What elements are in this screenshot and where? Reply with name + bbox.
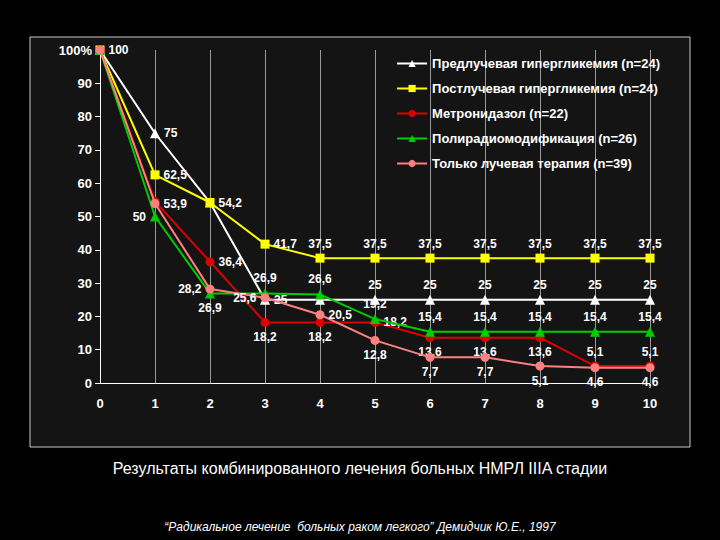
svg-text:“Радикальное лечение больных: “Радикальное лечение больных раком легко…	[164, 520, 557, 534]
svg-text:90: 90	[78, 76, 92, 91]
svg-text:100: 100	[109, 43, 129, 57]
svg-text:62,5: 62,5	[164, 168, 188, 182]
svg-text:2: 2	[206, 396, 213, 411]
svg-text:37,5: 37,5	[308, 237, 332, 251]
svg-text:13,6: 13,6	[473, 345, 497, 360]
svg-text:50: 50	[133, 210, 147, 224]
svg-text:26,9: 26,9	[253, 271, 277, 285]
svg-text:26,6: 26,6	[308, 272, 332, 286]
svg-text:4,6: 4,6	[642, 375, 659, 389]
svg-text:36,4: 36,4	[219, 255, 243, 269]
svg-text:80: 80	[78, 109, 92, 124]
svg-text:3: 3	[261, 396, 268, 411]
svg-text:15,4: 15,4	[638, 310, 662, 324]
svg-text:8: 8	[536, 396, 543, 411]
svg-text:25: 25	[643, 278, 657, 292]
svg-text:15,4: 15,4	[528, 310, 552, 324]
svg-text:5: 5	[371, 396, 378, 411]
svg-text:37,5: 37,5	[528, 237, 552, 251]
svg-text:25: 25	[423, 278, 437, 292]
svg-text:53,9: 53,9	[164, 197, 188, 211]
svg-text:Полирадиомодификация (n=26): Полирадиомодификация (n=26)	[432, 131, 637, 146]
svg-text:4: 4	[316, 396, 324, 411]
svg-text:75: 75	[164, 126, 178, 140]
svg-text:Только лучевая терапия (n=39): Только лучевая терапия (n=39)	[432, 156, 632, 171]
svg-text:37,5: 37,5	[638, 237, 662, 251]
svg-text:18,2: 18,2	[383, 315, 407, 330]
svg-text:10: 10	[78, 342, 92, 357]
svg-text:10: 10	[643, 396, 657, 411]
svg-text:7: 7	[481, 396, 488, 411]
svg-text:15,4: 15,4	[583, 310, 607, 324]
svg-text:19,2: 19,2	[363, 297, 387, 311]
svg-text:25: 25	[588, 278, 602, 292]
svg-text:25: 25	[533, 278, 547, 292]
svg-text:5,1: 5,1	[587, 345, 604, 359]
svg-text:18,2: 18,2	[253, 330, 277, 344]
svg-text:Метронидазол (n=22): Метронидазол (n=22)	[432, 106, 568, 121]
svg-text:15,4: 15,4	[418, 310, 442, 324]
svg-text:25: 25	[478, 278, 492, 292]
svg-text:Результаты комбинированного ле: Результаты комбинированного лечения боль…	[113, 460, 607, 477]
svg-text:15,4: 15,4	[473, 310, 497, 324]
svg-text:12,8: 12,8	[363, 348, 387, 362]
svg-text:25,6: 25,6	[233, 291, 257, 305]
svg-text:37,5: 37,5	[363, 237, 387, 251]
svg-text:6: 6	[426, 396, 433, 411]
svg-text:25: 25	[274, 292, 288, 307]
svg-text:13,6: 13,6	[528, 345, 552, 359]
svg-text:1: 1	[151, 396, 158, 411]
svg-text:54,2: 54,2	[219, 196, 243, 210]
svg-text:25: 25	[368, 278, 382, 292]
svg-text:Постлучевая гипергликемия (n=2: Постлучевая гипергликемия (n=24)	[432, 81, 658, 96]
svg-text:7,7: 7,7	[422, 365, 439, 379]
svg-text:5,1: 5,1	[642, 345, 659, 359]
svg-text:50: 50	[78, 209, 92, 224]
svg-text:41,7: 41,7	[274, 237, 298, 251]
svg-text:13,6: 13,6	[418, 345, 442, 360]
svg-text:20: 20	[78, 309, 92, 324]
svg-text:18,2: 18,2	[308, 330, 332, 344]
svg-text:37,5: 37,5	[583, 237, 607, 251]
svg-text:7,7: 7,7	[477, 365, 494, 379]
svg-text:0: 0	[85, 376, 92, 391]
svg-text:Предлучевая гипергликемия (n=2: Предлучевая гипергликемия (n=24)	[432, 56, 660, 71]
svg-text:37,5: 37,5	[473, 237, 497, 251]
svg-text:20,5: 20,5	[329, 308, 353, 322]
svg-text:28,2: 28,2	[178, 282, 202, 296]
svg-text:60: 60	[78, 176, 92, 191]
svg-text:30: 30	[78, 276, 92, 291]
svg-text:5,1: 5,1	[532, 374, 549, 388]
svg-text:9: 9	[591, 396, 598, 411]
svg-text:100%: 100%	[59, 43, 93, 58]
svg-text:37,5: 37,5	[418, 237, 442, 251]
svg-text:0: 0	[96, 396, 103, 411]
svg-text:70: 70	[78, 142, 92, 157]
svg-text:40: 40	[78, 242, 92, 257]
svg-text:4,6: 4,6	[587, 375, 604, 389]
svg-text:26,9: 26,9	[198, 301, 222, 315]
